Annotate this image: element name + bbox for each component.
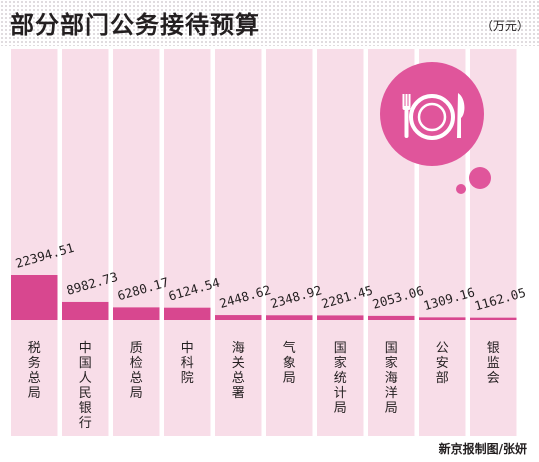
plate-fork-knife-icon <box>380 62 491 194</box>
credit-label: 新京报制图/张妍 <box>438 442 527 456</box>
column-bg <box>266 49 313 436</box>
column-bg <box>317 49 364 436</box>
category-label: 国家统计局 <box>334 341 347 416</box>
category-label: 海关总署 <box>232 341 245 401</box>
category-labels: 税务总局 中国人民银行 质检总局 中科院 海关总署 气象局 国家统计局 国家海洋局 公安部 银监会 <box>28 340 500 431</box>
bar <box>215 315 262 320</box>
category-label: 银监会 <box>487 341 500 386</box>
category-label: 税务总局 <box>28 341 41 401</box>
category-label: 公安部 <box>436 341 449 386</box>
category-label: 国家海洋局 <box>385 341 398 416</box>
bar <box>470 317 517 320</box>
column-bg <box>215 49 262 436</box>
category-label: 质检总局 <box>130 341 143 401</box>
bar <box>368 315 415 320</box>
bar <box>317 315 364 320</box>
category-label: 气象局 <box>283 340 296 386</box>
header-bar: 部分部门公务接待预算 （万元） <box>0 0 539 46</box>
column-bg <box>62 49 109 436</box>
bar <box>164 307 211 320</box>
category-label: 中科院 <box>181 341 194 386</box>
category-label: 中国人民银行 <box>79 341 92 431</box>
bar <box>419 317 466 320</box>
bars <box>11 275 517 320</box>
bar <box>113 307 160 320</box>
unit-label: （万元） <box>480 19 529 33</box>
chart-title: 部分部门公务接待预算 <box>10 10 260 39</box>
bar <box>62 301 109 320</box>
column-bg <box>164 49 211 436</box>
column-bg <box>113 49 160 436</box>
column-bg <box>11 49 58 436</box>
bar <box>266 315 313 320</box>
bar <box>11 275 58 320</box>
